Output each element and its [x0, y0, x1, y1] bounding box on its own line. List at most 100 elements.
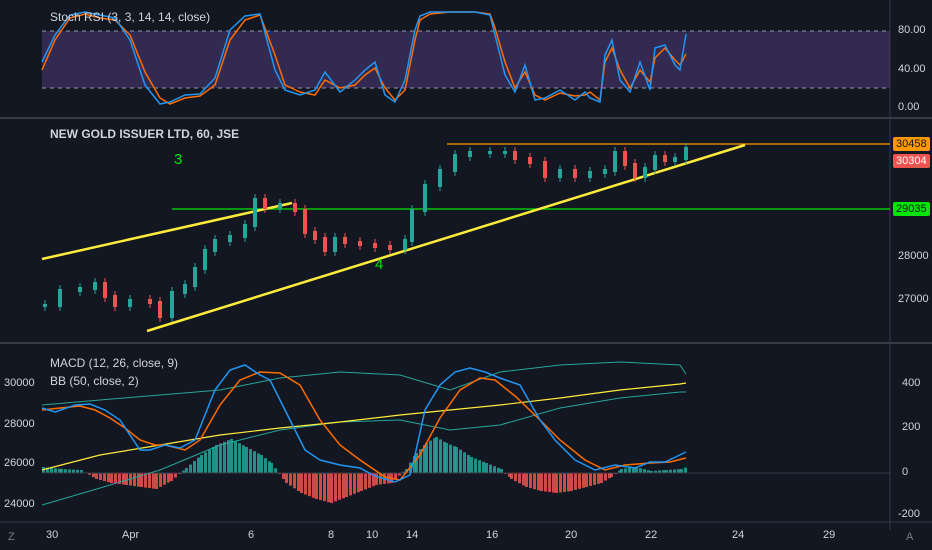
candle-body — [323, 237, 327, 252]
histogram-bar — [563, 473, 566, 492]
histogram-bar — [500, 469, 503, 473]
histogram-bar — [518, 473, 521, 484]
histogram-bar — [514, 473, 517, 482]
candle-body — [488, 151, 492, 154]
histogram-bar — [46, 467, 49, 473]
histogram-bar — [353, 473, 356, 494]
candle-body — [203, 249, 207, 270]
time-tick: 24 — [732, 529, 745, 541]
Z-icon[interactable]: Z — [8, 531, 15, 543]
histogram-bar — [593, 473, 596, 485]
histogram-bar — [285, 473, 288, 483]
time-tick: 30 — [46, 529, 59, 541]
histogram-bar — [578, 473, 581, 489]
histogram-bar — [114, 473, 117, 484]
histogram-bar — [463, 452, 466, 473]
histogram-bar — [608, 473, 611, 479]
candle-body — [453, 154, 457, 172]
histogram-bar — [433, 438, 436, 473]
histogram-bar — [423, 445, 426, 473]
macd-signal-line — [41, 371, 687, 481]
histogram-bar — [155, 473, 158, 489]
histogram-bar — [264, 458, 267, 473]
macd-tick: 200 — [902, 421, 921, 433]
histogram-bar — [510, 473, 513, 479]
candle-body — [228, 235, 232, 242]
histogram-bar — [570, 473, 573, 491]
histogram-bar — [315, 473, 318, 499]
histogram-bar — [215, 445, 218, 473]
upper-trendline[interactable] — [41, 201, 293, 261]
histogram-bar — [610, 473, 613, 477]
time-tick: 14 — [406, 529, 419, 541]
histogram-bar — [453, 446, 456, 473]
histogram-bar — [665, 470, 668, 473]
histogram-bar — [533, 473, 536, 490]
bb-left-tick: 28000 — [4, 418, 35, 430]
histogram-bar — [297, 473, 300, 491]
histogram-bar — [338, 473, 341, 500]
price-tick: 27000 — [898, 293, 929, 305]
histogram-bar — [620, 469, 623, 473]
histogram-bar — [429, 440, 432, 473]
histogram-bar — [64, 469, 67, 473]
histogram-bar — [680, 469, 683, 473]
candle-body — [543, 161, 547, 178]
histogram-bar — [88, 473, 91, 475]
time-tick: 29 — [823, 529, 836, 541]
histogram-bar — [144, 473, 147, 488]
histogram-bar — [537, 473, 540, 491]
candle-body — [263, 198, 267, 209]
candlesticks[interactable] — [43, 143, 688, 322]
histogram-bar — [597, 473, 600, 484]
candle-body — [243, 224, 247, 238]
candle-body — [213, 239, 217, 252]
histogram-bar — [368, 473, 371, 488]
histogram-bar — [394, 473, 397, 480]
histogram-bar — [99, 473, 102, 481]
candle-body — [513, 151, 517, 160]
histogram-bar — [529, 473, 532, 489]
histogram-bar — [567, 473, 570, 492]
histogram-bar — [600, 473, 603, 483]
histogram-bar — [80, 470, 83, 473]
histogram-bar — [330, 473, 333, 503]
histogram-bar — [249, 449, 252, 473]
candle-body — [148, 299, 152, 304]
histogram-bar — [200, 455, 203, 473]
histogram-bar — [174, 473, 177, 478]
histogram-bar — [459, 449, 462, 473]
candle-body — [573, 169, 577, 178]
histogram-bar — [208, 449, 211, 473]
histogram-bar — [673, 469, 676, 473]
histogram-bar — [544, 473, 547, 492]
A-icon[interactable]: A — [906, 531, 914, 543]
histogram-bar — [122, 473, 125, 485]
macd-tick: 0 — [902, 466, 909, 478]
histogram-bar — [684, 467, 687, 473]
macd-title: MACD (12, 26, close, 9) — [50, 356, 179, 370]
histogram-bar — [319, 473, 322, 501]
histogram-bar — [455, 447, 458, 473]
histogram-bar — [234, 441, 237, 473]
histogram-bar — [589, 473, 592, 486]
histogram-bar — [467, 455, 470, 473]
candle-body — [358, 241, 362, 246]
candle-body — [653, 155, 657, 170]
stoch-tick: 80.00 — [898, 24, 926, 36]
histogram-bar — [304, 473, 307, 495]
histogram-bar — [639, 468, 642, 473]
time-tick: 22 — [645, 529, 658, 541]
histogram-bar — [118, 473, 121, 485]
stoch-k-line — [41, 11, 687, 105]
histogram-bar — [559, 473, 562, 493]
histogram-bar — [76, 469, 79, 473]
time-tick: 10 — [366, 529, 379, 541]
stoch-tick: 0.00 — [898, 101, 920, 113]
histogram-bar — [425, 443, 428, 473]
histogram-bar — [204, 452, 207, 473]
histogram-bar — [485, 463, 488, 473]
histogram-bar — [148, 473, 151, 489]
histogram-bar — [525, 473, 528, 487]
